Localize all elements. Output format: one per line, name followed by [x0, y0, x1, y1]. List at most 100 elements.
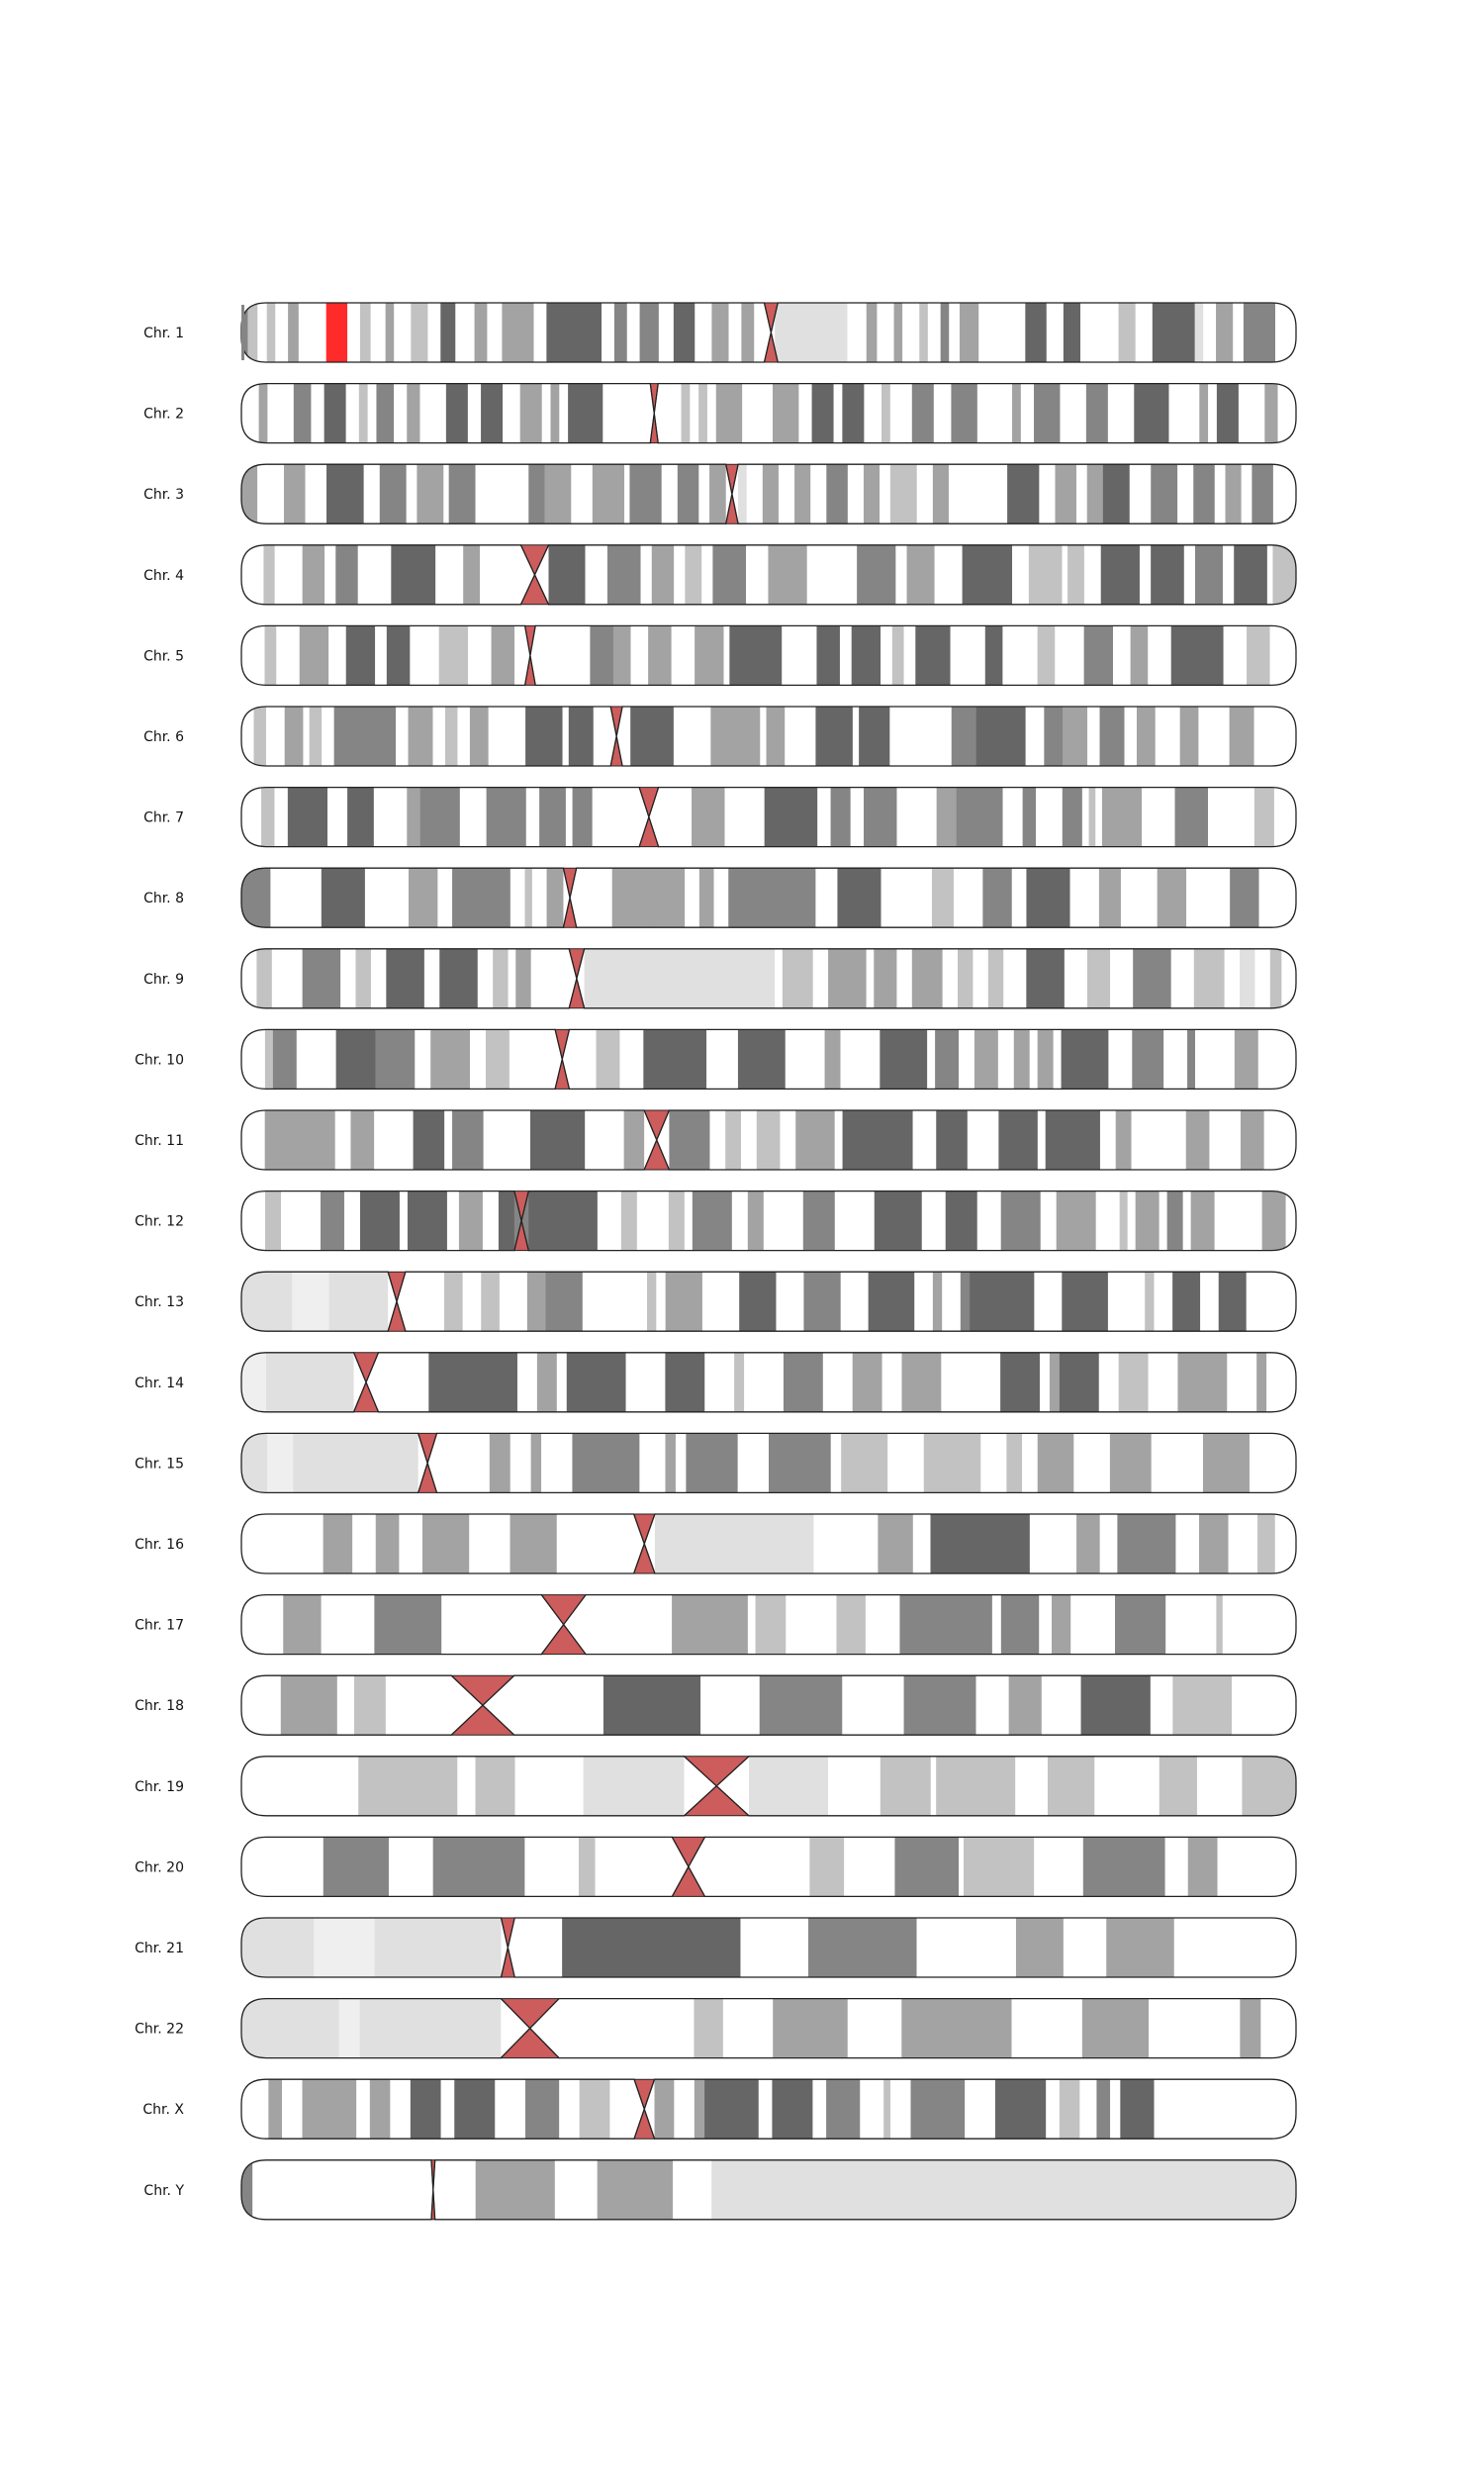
cytoband	[1015, 1918, 1065, 1977]
cytoband	[267, 383, 295, 443]
cytoband	[1100, 544, 1141, 605]
cytoband	[1272, 544, 1296, 605]
cytoband	[321, 868, 366, 928]
chromosome-outline	[240, 1189, 1297, 1252]
cytoband	[1151, 464, 1178, 524]
chromosome: Chr. 9	[143, 948, 1297, 1009]
cytoband	[276, 625, 301, 686]
cytoband	[483, 1110, 531, 1170]
cytoband	[1222, 1594, 1296, 1655]
cytoband	[1258, 868, 1296, 928]
cytoband	[810, 464, 827, 524]
cytoband	[746, 544, 769, 605]
cytoband	[257, 464, 285, 524]
cytoband	[1056, 1190, 1096, 1251]
cytoband	[1067, 544, 1085, 605]
cytoband	[347, 303, 361, 362]
cytoband	[798, 383, 812, 443]
cytoband	[1187, 1837, 1218, 1897]
cytoband	[912, 1110, 937, 1170]
cytoband	[241, 948, 257, 1008]
cytoband	[936, 1756, 1016, 1816]
cytoband	[1132, 1029, 1164, 1090]
cytoband	[673, 303, 696, 362]
cytoband	[978, 303, 1026, 362]
cytoband	[1174, 787, 1209, 847]
cytoband	[578, 1837, 596, 1897]
cytoband	[1198, 707, 1230, 766]
cytoband	[1243, 303, 1276, 362]
band-group	[241, 868, 1296, 928]
chromosome: Chr. 16	[135, 1513, 1297, 1574]
chromosome: Chr. 11	[135, 1109, 1297, 1171]
cytoband	[1098, 868, 1122, 928]
cytoband	[738, 464, 747, 524]
cytoband	[1101, 787, 1143, 847]
chromosome: Chr. 20	[135, 1836, 1297, 1898]
cytoband	[462, 1272, 482, 1332]
cytoband	[568, 383, 603, 443]
cytoband	[694, 2079, 705, 2140]
cytoband	[410, 625, 439, 686]
cytoband	[437, 868, 453, 928]
cytoband	[602, 303, 615, 362]
cytoband	[585, 1110, 624, 1170]
cytoband	[659, 383, 682, 443]
cytoband	[499, 1272, 528, 1332]
telomere-marker	[241, 305, 244, 360]
cytoband	[987, 948, 1004, 1008]
cytoband	[953, 868, 983, 928]
cytoband	[930, 1514, 1031, 1573]
cytoband	[1168, 383, 1200, 443]
cytoband	[894, 1837, 960, 1897]
cytoband	[283, 1594, 322, 1655]
cytoband	[241, 1675, 282, 1736]
cytoband	[1229, 707, 1254, 766]
cytoband	[1135, 1190, 1159, 1251]
cytoband	[878, 1514, 914, 1573]
cytoband	[746, 464, 764, 524]
cytoband	[1200, 1272, 1220, 1332]
cytoband	[674, 2079, 696, 2140]
cytoband	[906, 544, 935, 605]
cytoband	[266, 303, 276, 362]
cytoband	[1012, 383, 1022, 443]
cytoband	[252, 2159, 432, 2220]
cytoband	[815, 868, 838, 928]
cytoband	[684, 1190, 694, 1251]
cytoband	[1022, 787, 1037, 847]
cytoband	[1246, 1272, 1296, 1332]
cytoband	[1193, 464, 1216, 524]
cytoband	[1242, 1756, 1296, 1816]
cytoband	[915, 625, 951, 686]
cytoband	[698, 868, 714, 928]
cytoband	[773, 1998, 849, 2058]
cytoband	[931, 868, 955, 928]
cytoband	[840, 1272, 869, 1332]
cytoband	[1099, 707, 1125, 766]
cytoband	[247, 303, 258, 362]
cytoband	[559, 383, 569, 443]
cytoband	[675, 1433, 687, 1493]
cytoband	[256, 948, 273, 1008]
cytoband	[1083, 544, 1102, 605]
band-group	[241, 1272, 1296, 1332]
cytoband	[612, 625, 631, 686]
cytoband	[1118, 303, 1136, 362]
cytoband	[299, 625, 329, 686]
cytoband	[1249, 1433, 1296, 1493]
cytoband	[423, 948, 440, 1008]
cytoband	[565, 787, 573, 847]
cytoband	[508, 948, 516, 1008]
chromosome-label: Chr. 11	[135, 1133, 184, 1149]
chromosome-outline	[240, 624, 1297, 687]
cytoband	[481, 1272, 501, 1332]
chromosome: Chr. 4	[143, 544, 1297, 606]
cytoband	[941, 1352, 1001, 1412]
chromosome-outline	[240, 948, 1297, 1009]
chromosome: Chr. 17	[135, 1593, 1297, 1656]
cytoband	[1055, 464, 1077, 524]
cytoband	[813, 1514, 879, 1573]
cytoband	[836, 1594, 867, 1655]
cytoband	[1238, 383, 1265, 443]
